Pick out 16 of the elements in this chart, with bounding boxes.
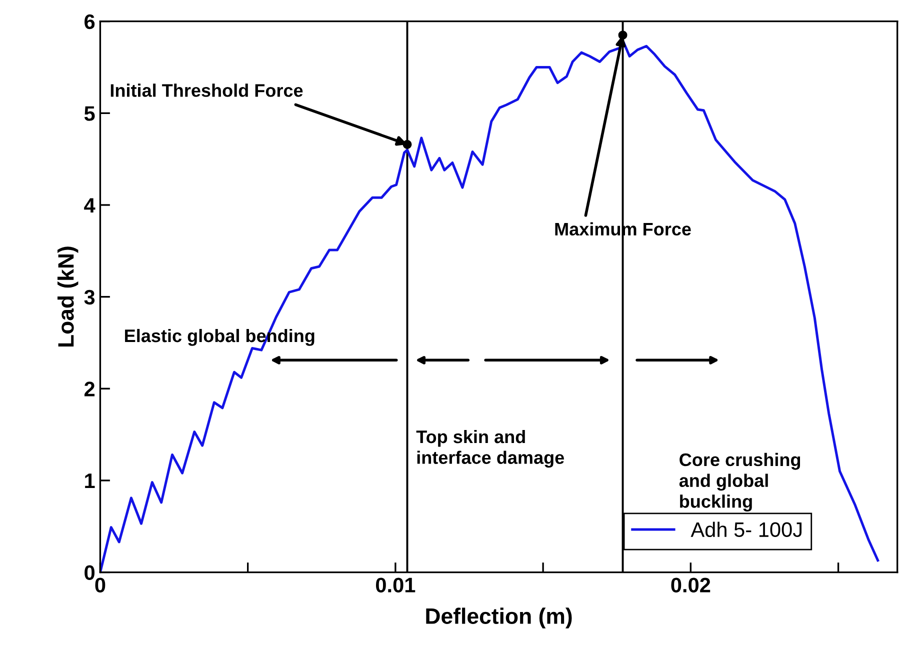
- y-tick-label: 3: [84, 290, 95, 305]
- annotation: Core crushing and global buckling: [679, 452, 800, 512]
- y-tick-label: 5: [84, 106, 95, 121]
- y-tick-label: 2: [84, 382, 95, 396]
- y-axis-title: Load (kN): [57, 246, 78, 347]
- x-tick-label: 0.02: [671, 578, 710, 592]
- y-tick-label: 6: [84, 14, 95, 30]
- legend-label: Adh 5- 100J: [690, 522, 802, 538]
- x-tick-label: 0.01: [376, 578, 416, 592]
- x-axis-title: Deflection (m): [426, 608, 572, 628]
- y-tick-label: 1: [85, 474, 95, 488]
- y-tick-label: 0: [84, 565, 94, 580]
- x-tick-label: 0: [95, 578, 106, 592]
- annotation: Top skin and interface damage: [416, 430, 564, 468]
- annotation: Initial Threshold Force: [110, 84, 303, 97]
- y-tick-label: 4: [84, 198, 96, 213]
